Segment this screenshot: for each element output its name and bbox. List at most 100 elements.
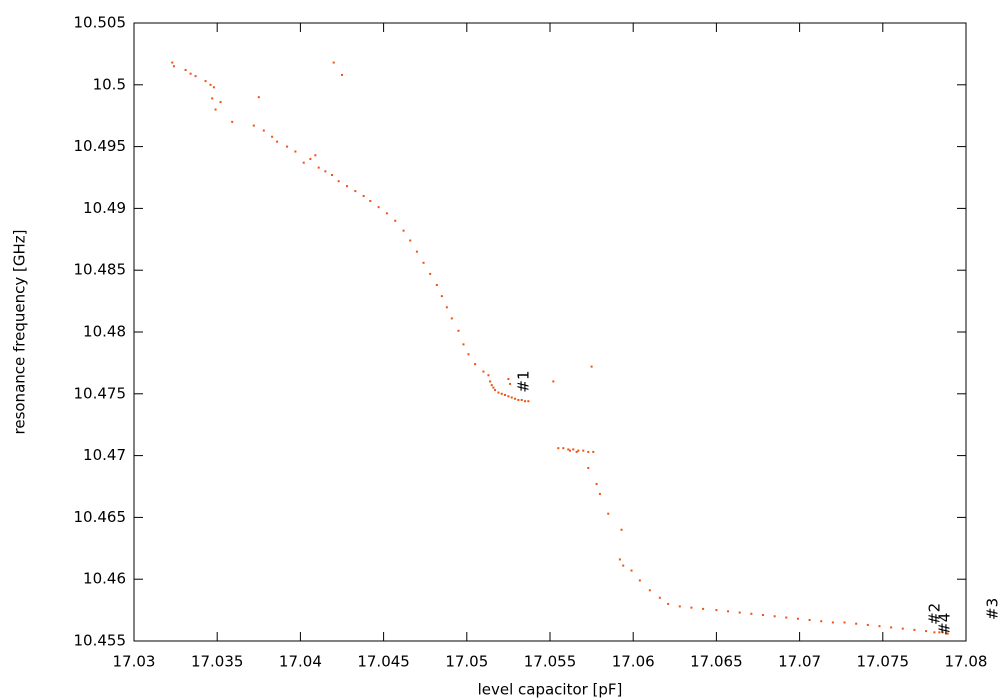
- point: [514, 397, 517, 400]
- point: [572, 448, 575, 451]
- point: [252, 124, 255, 127]
- x-tick-label: 17.07: [778, 653, 821, 671]
- point: [582, 449, 585, 452]
- point: [429, 272, 432, 275]
- point: [517, 398, 520, 401]
- x-tick-label: 17.08: [945, 653, 988, 671]
- point: [204, 80, 207, 83]
- x-tick-label: 17.075: [857, 653, 910, 671]
- point: [341, 73, 343, 76]
- point: [494, 389, 497, 392]
- point: [595, 483, 598, 486]
- point: [913, 628, 916, 631]
- point: [622, 564, 625, 567]
- y-tick-label: 10.465: [74, 508, 127, 526]
- point: [567, 448, 570, 451]
- y-tick-label: 10.505: [74, 14, 127, 32]
- point: [487, 374, 490, 377]
- point: [354, 190, 357, 193]
- point: [394, 219, 397, 222]
- point: [214, 108, 217, 111]
- point: [785, 616, 788, 619]
- point: [702, 607, 705, 610]
- point: [618, 558, 621, 561]
- point: [527, 400, 530, 403]
- point: [658, 596, 661, 599]
- point: [504, 394, 507, 397]
- point: [648, 589, 651, 592]
- point: [385, 212, 388, 215]
- x-axis-label: level capacitor [pF]: [478, 681, 623, 699]
- point: [422, 261, 425, 264]
- point: [507, 377, 510, 380]
- point: [750, 612, 753, 615]
- point: [562, 447, 565, 450]
- point: [638, 579, 641, 582]
- x-tick-label: 17.055: [524, 653, 577, 671]
- point: [409, 239, 412, 242]
- point: [520, 398, 523, 401]
- point: [314, 154, 317, 157]
- point: [345, 185, 348, 188]
- y-tick-label: 10.48: [83, 323, 126, 341]
- point: [678, 605, 681, 608]
- point: [820, 620, 823, 623]
- point: [324, 170, 327, 173]
- point: [402, 229, 405, 232]
- point: [630, 569, 633, 572]
- point: [808, 618, 811, 621]
- x-tick-label: 17.06: [612, 653, 655, 671]
- point: [450, 317, 453, 320]
- y-tick-label: 10.49: [83, 199, 126, 217]
- point: [490, 384, 493, 387]
- point: [482, 370, 485, 373]
- point: [474, 363, 477, 366]
- annotation: #1: [514, 370, 532, 392]
- point: [369, 199, 372, 202]
- point: [489, 380, 492, 383]
- point: [843, 621, 846, 624]
- y-tick-label: 10.47: [83, 446, 126, 464]
- point: [445, 306, 448, 309]
- point: [510, 396, 513, 399]
- annotation: #2: [925, 603, 943, 625]
- point: [492, 386, 495, 389]
- point: [945, 632, 948, 635]
- point: [184, 68, 187, 71]
- point: [467, 353, 470, 356]
- point: [587, 466, 590, 469]
- point: [271, 135, 274, 138]
- point: [231, 120, 234, 123]
- point: [362, 195, 365, 198]
- point: [415, 250, 418, 253]
- point: [878, 625, 881, 628]
- point: [309, 157, 312, 160]
- point: [552, 380, 555, 383]
- point: [211, 97, 214, 100]
- point: [457, 329, 460, 332]
- point: [262, 129, 265, 132]
- point: [761, 614, 764, 617]
- point: [557, 447, 560, 450]
- point: [925, 630, 928, 633]
- point: [796, 617, 799, 620]
- point: [509, 382, 512, 385]
- point: [331, 174, 334, 177]
- point: [524, 400, 527, 403]
- y-tick-label: 10.5: [93, 75, 126, 93]
- point: [715, 609, 718, 612]
- point: [276, 140, 279, 143]
- point: [337, 180, 340, 183]
- y-tick-label: 10.455: [74, 632, 127, 650]
- y-tick-label: 10.475: [74, 384, 127, 402]
- point: [294, 150, 297, 153]
- point: [575, 450, 578, 453]
- point: [587, 450, 590, 453]
- point: [172, 65, 175, 68]
- point: [620, 528, 623, 531]
- point: [462, 343, 465, 346]
- point: [302, 161, 305, 164]
- point: [286, 145, 289, 148]
- point: [831, 621, 834, 624]
